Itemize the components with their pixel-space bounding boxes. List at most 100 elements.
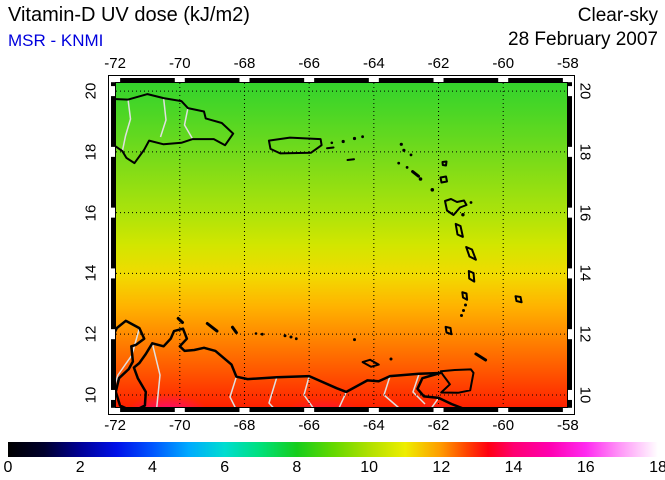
bonaire-island: [231, 325, 238, 335]
axis-tick-label: 18: [82, 143, 100, 161]
grenadines-islet: [460, 314, 463, 317]
la-orchila-islet: [294, 337, 298, 341]
grenada-island: [444, 325, 453, 336]
frame-gap: [110, 86, 116, 97]
colorbar-tick-label: 16: [576, 459, 595, 476]
uv-dose-colorbar: [8, 442, 658, 457]
frame-gap: [567, 268, 573, 279]
grenadines-islet: [462, 309, 465, 312]
frame-tick-gaps: [110, 77, 573, 413]
dominica-island: [454, 222, 464, 238]
haiti-dr-border: [121, 99, 132, 151]
anguilla-islet: [399, 142, 403, 146]
small-islets: [254, 135, 473, 361]
frame-gap: [239, 77, 250, 83]
grenadines-islet: [464, 303, 467, 307]
tobago-island: [474, 352, 488, 362]
dr-province-border: [159, 98, 167, 138]
sky-condition-label: Clear-sky: [577, 5, 658, 26]
frame-gap: [562, 77, 573, 83]
frame-gap: [567, 86, 573, 97]
colorbar-tick-label: 14: [504, 459, 523, 476]
map-frame: [108, 75, 575, 415]
dr-province-border: [183, 107, 194, 140]
virgin-islands-islet: [341, 139, 345, 144]
frame-gap: [304, 407, 315, 413]
los-testigos-islet: [389, 357, 393, 361]
map-overlay-svg: [108, 75, 575, 415]
curacao-island: [205, 322, 219, 333]
axis-tick-label: -68: [233, 417, 256, 434]
axis-tick-label: -72: [104, 55, 126, 72]
frame-gap: [433, 407, 444, 413]
puerto-rico-coastline: [267, 136, 323, 155]
frame-white-ring: [109, 76, 574, 414]
barbados-island: [514, 295, 523, 304]
axis-tick-label: -64: [362, 55, 385, 72]
frame-gap: [567, 329, 573, 340]
map-plot-area: [108, 75, 575, 415]
graticule-gridlines: [114, 83, 569, 407]
frame-gap: [110, 207, 116, 218]
hispaniola-coastline: [108, 93, 235, 165]
barbuda-island: [441, 160, 448, 167]
axis-tick-label: -66: [298, 417, 320, 434]
axis-tick-label: 12: [82, 325, 100, 343]
figure-conditions: Clear-sky 28 February 2007: [508, 4, 658, 52]
montserrat-islet: [430, 188, 435, 192]
colorbar-tick-label: 12: [432, 459, 451, 476]
axis-tick-label: -68: [233, 55, 256, 72]
axis-tick-label: -66: [298, 55, 320, 72]
frame-gap: [368, 407, 379, 413]
st-croix-island: [346, 158, 355, 161]
axis-tick-label: -58: [557, 417, 579, 434]
country-borders: [110, 98, 440, 415]
los-roques-islet: [283, 334, 287, 338]
saba-islet: [397, 161, 401, 165]
axis-tick-label: -62: [427, 417, 450, 434]
colorbar-tick-label: 2: [75, 459, 85, 476]
colorbar-tick-label: 4: [147, 459, 157, 476]
trinidad-coastline: [439, 368, 475, 394]
venezuela-state-border: [383, 375, 400, 409]
frame-gap: [498, 407, 509, 413]
frame-gap: [110, 268, 116, 279]
frame-gap: [110, 146, 116, 157]
las-aves-islet: [260, 332, 264, 336]
axis-tick-label: 10: [576, 386, 594, 404]
las-aves-islet: [254, 332, 258, 335]
frame-gap: [567, 146, 573, 157]
colorbar-tick-label: 8: [292, 459, 302, 476]
vieques-island: [326, 146, 335, 150]
venezuela-state-border: [151, 343, 161, 415]
frame-gap: [562, 407, 573, 413]
st-eustatius-islet: [405, 166, 409, 169]
axis-tick-label: -70: [168, 55, 191, 72]
frame-outer-line: [108, 75, 575, 415]
axis-tick-label: -64: [362, 417, 385, 434]
virgin-islands-islet: [352, 136, 357, 141]
frame-gap: [110, 329, 116, 340]
culebra-islet: [330, 141, 334, 145]
frame-gap: [567, 389, 573, 400]
frame-gap: [110, 77, 121, 83]
colorbar-tick-label: 6: [220, 459, 230, 476]
frame-gap: [239, 407, 250, 413]
aruba-island: [176, 316, 184, 324]
colorbar-tick-label: 0: [3, 459, 13, 476]
margarita-island: [361, 358, 380, 368]
desirade-islet: [469, 201, 473, 204]
frame-gap: [174, 407, 185, 413]
la-blanquilla-islet: [353, 338, 356, 342]
martinique-island: [465, 246, 477, 261]
guadeloupe-coastline: [444, 198, 468, 216]
axis-tick-label: -70: [168, 417, 191, 434]
colorbar-tick-label: 10: [360, 459, 379, 476]
axis-tick-label: 12: [576, 325, 594, 343]
virgin-islands-islet: [361, 135, 364, 139]
st-barth-islet: [409, 153, 413, 157]
figure-title: Vitamin-D UV dose (kJ/m2): [8, 4, 250, 26]
venezuela-state-border: [412, 373, 426, 405]
marie-galante-islet: [461, 213, 465, 217]
